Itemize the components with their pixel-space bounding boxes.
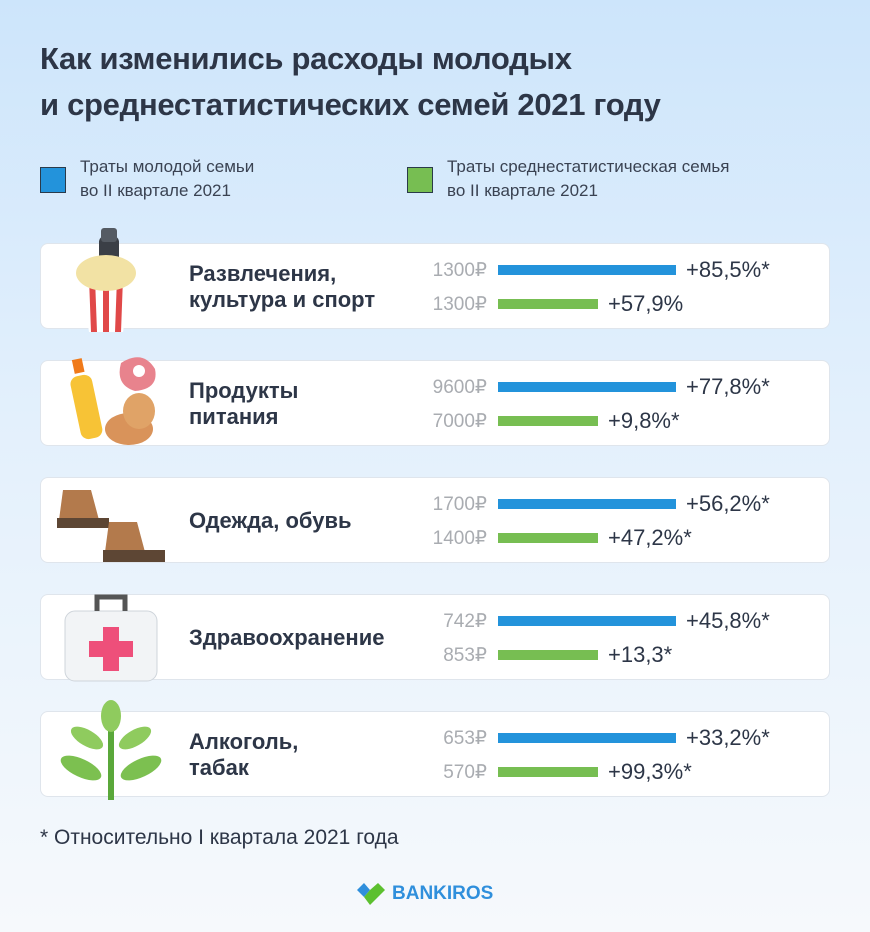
average-value-label: 853₽: [443, 644, 487, 666]
young-row: 9600₽ +77,8%*: [401, 374, 770, 400]
logo-heart-icon: [357, 883, 385, 905]
average-bar: [498, 650, 598, 660]
average-change-label: +99,3%*: [608, 759, 692, 784]
category-label: Алкоголь, табак: [189, 712, 298, 798]
young-change-label: +77,8%*: [686, 374, 770, 399]
category-label-line: Продукты: [189, 378, 299, 403]
groceries-icon: [70, 357, 156, 445]
category-label: Развлечения, культура и спорт: [189, 244, 375, 330]
category-label-line: табак: [189, 755, 249, 780]
average-value-label: 1300₽: [432, 293, 487, 315]
young-value-label: 742₽: [443, 610, 487, 632]
average-change-label: +57,9%: [608, 291, 684, 316]
young-change-label: +33,2%*: [686, 725, 770, 750]
young-change-label: +45,8%*: [686, 608, 770, 633]
young-row: 742₽ +45,8%*: [401, 608, 770, 634]
plant-icon: [60, 700, 162, 800]
average-change-label: +47,2%*: [608, 525, 692, 550]
average-bar: [498, 533, 598, 543]
young-value-label: 653₽: [443, 727, 487, 749]
category-card: Продукты питания 9600₽ +77,8%* 7000₽ +9,8…: [40, 357, 830, 447]
average-row: 570₽ +99,3%*: [401, 759, 692, 785]
logo-text: BANKIROS: [392, 883, 494, 904]
average-bar: [498, 299, 598, 309]
legend-label: во II квартале 2021: [80, 181, 231, 200]
average-row: 853₽ +13,3*: [401, 642, 672, 668]
average-row: 1400₽ +47,2%*: [401, 525, 692, 551]
category-label-line: культура и спорт: [189, 287, 376, 312]
young-value-label: 1300₽: [432, 259, 487, 281]
average-value-label: 570₽: [443, 761, 487, 783]
title-line-1: Как изменились расходы молодых: [40, 41, 572, 76]
bankiros-logo: BANKIROS: [356, 882, 493, 906]
category-card: Развлечения, культура и спорт 1300₽ +85,5…: [40, 228, 830, 332]
legend-young: Траты молодой семьи во II квартале 2021: [40, 155, 254, 203]
young-bar: [498, 616, 676, 626]
legend-label: во II квартале 2021: [447, 181, 598, 200]
footnote: * Относительно I квартала 2021 года: [40, 826, 399, 849]
category-card: Алкоголь, табак 653₽ +33,2%* 570₽ +99,3%*: [40, 700, 830, 800]
category-label: Одежда, обувь: [189, 478, 352, 564]
average-change-label: +13,3*: [608, 642, 673, 667]
category-label: Здравоохранение: [189, 595, 384, 681]
category-label-line: Одежда, обувь: [189, 508, 352, 533]
category-label-line: питания: [189, 404, 279, 429]
young-value-label: 9600₽: [432, 376, 487, 398]
legend-average: Траты среднестатистическая семья во II кв…: [407, 155, 729, 203]
average-bar: [498, 767, 598, 777]
young-change-label: +56,2%*: [686, 491, 770, 516]
legend-label: Траты среднестатистическая семья: [447, 157, 730, 176]
page-title: Как изменились расходы молодых и среднес…: [40, 36, 661, 128]
category-card: Одежда, обувь 1700₽ +56,2%* 1400₽ +47,2%…: [40, 477, 830, 563]
average-row: 7000₽ +9,8%*: [401, 408, 680, 434]
young-bar: [498, 382, 676, 392]
young-row: 1300₽ +85,5%*: [401, 257, 770, 283]
legend-label: Траты молодой семьи: [80, 157, 255, 176]
average-change-label: +9,8%*: [608, 408, 680, 433]
popcorn-and-bottle-icon: [76, 228, 136, 332]
legend-swatch-blue: [40, 167, 66, 193]
young-row: 653₽ +33,2%*: [401, 725, 770, 751]
young-bar: [498, 733, 676, 743]
category-label-line: Здравоохранение: [189, 625, 385, 650]
average-row: 1300₽ +57,9%: [401, 291, 684, 317]
category-card: Здравоохранение 742₽ +45,8%* 853₽ +13,3*: [40, 594, 830, 682]
category-label-line: Алкоголь,: [189, 729, 299, 754]
young-bar: [498, 265, 676, 275]
category-label-line: Развлечения,: [189, 261, 337, 286]
average-value-label: 7000₽: [432, 410, 487, 432]
first-aid-kit-icon: [64, 594, 158, 682]
average-value-label: 1400₽: [432, 527, 487, 549]
young-bar: [498, 499, 676, 509]
category-label: Продукты питания: [189, 361, 298, 447]
legend-swatch-green: [407, 167, 433, 193]
average-bar: [498, 416, 598, 426]
young-value-label: 1700₽: [432, 493, 487, 515]
title-line-2: и среднестатистических семей 2021 году: [40, 87, 661, 122]
young-change-label: +85,5%*: [686, 257, 770, 282]
young-row: 1700₽ +56,2%*: [401, 491, 770, 517]
boots-icon: [57, 490, 165, 562]
